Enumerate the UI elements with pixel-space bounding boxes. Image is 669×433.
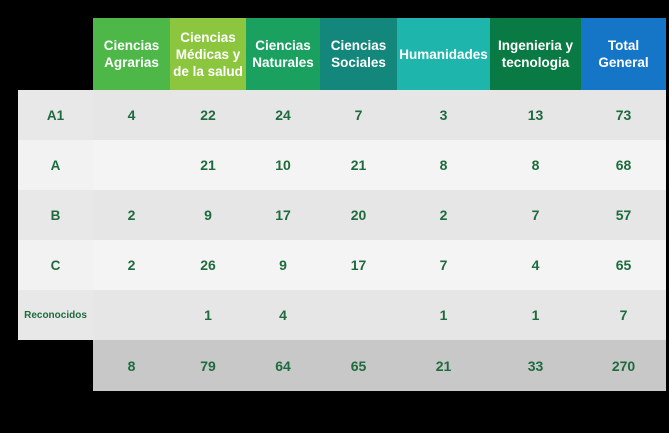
total-cell: 64 (246, 340, 320, 391)
table-cell: 17 (246, 190, 320, 240)
total-cell: 79 (170, 340, 246, 391)
table-cell: 7 (581, 290, 666, 340)
table-cell: 8 (490, 140, 581, 190)
table-cell: 7 (320, 90, 397, 140)
table-cell: 9 (246, 240, 320, 290)
table-corner (18, 18, 93, 90)
column-header: Ciencias Naturales (246, 18, 320, 90)
table-cell: 73 (581, 90, 666, 140)
row-label: Reconocidos (18, 290, 93, 340)
row-label: A (18, 140, 93, 190)
table-cell: 4 (93, 90, 170, 140)
table-cell: 2 (93, 240, 170, 290)
column-header: Humanidades (397, 18, 490, 90)
table-cell: 8 (397, 140, 490, 190)
table-cell: 2 (93, 190, 170, 240)
column-header: Ciencias Sociales (320, 18, 397, 90)
table-cell: 68 (581, 140, 666, 190)
table-cell: 10 (246, 140, 320, 190)
table-cell: 13 (490, 90, 581, 140)
total-cell: 65 (320, 340, 397, 391)
table-cell: 1 (490, 290, 581, 340)
total-cell: 21 (397, 340, 490, 391)
table-cell: 4 (490, 240, 581, 290)
table-cell: 2 (397, 190, 490, 240)
table-cell: 3 (397, 90, 490, 140)
table-cell: 65 (581, 240, 666, 290)
table-cell: 7 (397, 240, 490, 290)
table-cell: 1 (170, 290, 246, 340)
table-cell: 1 (397, 290, 490, 340)
column-header: Ciencias Agrarias (93, 18, 170, 90)
column-header: Total General (581, 18, 666, 90)
row-label: B (18, 190, 93, 240)
table-cell: 26 (170, 240, 246, 290)
table-cell: 21 (320, 140, 397, 190)
row-label: C (18, 240, 93, 290)
table-cell: 21 (170, 140, 246, 190)
table-cell: 17 (320, 240, 397, 290)
table-cell: 4 (246, 290, 320, 340)
table-cell: 20 (320, 190, 397, 240)
row-label: A1 (18, 90, 93, 140)
total-cell: 270 (581, 340, 666, 391)
table-cell: 24 (246, 90, 320, 140)
total-cell: 33 (490, 340, 581, 391)
table-cell (93, 290, 170, 340)
table-cell: 9 (170, 190, 246, 240)
table-cell (320, 290, 397, 340)
results-table: Ciencias Agrarias Ciencias Médicas y de l… (18, 18, 666, 391)
table-cell (93, 140, 170, 190)
table-cell: 57 (581, 190, 666, 240)
table-cell: 7 (490, 190, 581, 240)
column-header: Ingenieria y tecnologia (490, 18, 581, 90)
total-cell: 8 (93, 340, 170, 391)
table-cell: 22 (170, 90, 246, 140)
totals-label (18, 340, 93, 391)
column-header: Ciencias Médicas y de la salud (170, 18, 246, 90)
